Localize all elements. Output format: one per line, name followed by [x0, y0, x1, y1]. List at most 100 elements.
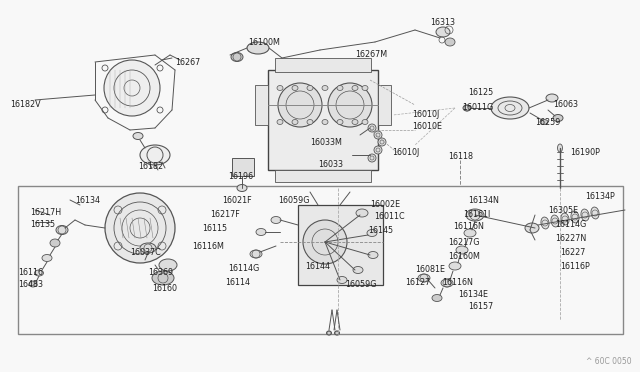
Ellipse shape	[352, 86, 358, 90]
Text: 16033: 16033	[318, 160, 343, 169]
Text: 16114G: 16114G	[555, 220, 586, 229]
Ellipse shape	[140, 243, 156, 253]
Text: 16190P: 16190P	[570, 148, 600, 157]
Text: 16059G: 16059G	[345, 280, 376, 289]
Text: 16100M: 16100M	[248, 38, 280, 47]
Text: 16160M: 16160M	[448, 252, 480, 261]
Ellipse shape	[322, 119, 328, 125]
Ellipse shape	[456, 246, 468, 254]
Ellipse shape	[546, 94, 558, 102]
Ellipse shape	[525, 223, 539, 233]
Text: 16161I: 16161I	[463, 210, 490, 219]
Ellipse shape	[491, 97, 529, 119]
Ellipse shape	[464, 229, 476, 237]
Text: 16369: 16369	[148, 268, 173, 277]
Circle shape	[303, 220, 347, 264]
Text: 16116N: 16116N	[453, 222, 484, 231]
Ellipse shape	[237, 185, 247, 192]
Text: 16182: 16182	[138, 162, 163, 171]
Text: 16134: 16134	[75, 196, 100, 205]
Ellipse shape	[441, 279, 453, 287]
Text: 16483: 16483	[18, 280, 43, 289]
Circle shape	[374, 131, 382, 139]
Bar	[268, 70, 378, 170]
Ellipse shape	[561, 213, 569, 225]
Ellipse shape	[571, 211, 579, 223]
Ellipse shape	[292, 119, 298, 125]
Text: 16021F: 16021F	[222, 196, 252, 205]
Text: 16116M: 16116M	[192, 242, 224, 251]
Text: 16144: 16144	[305, 262, 330, 271]
Ellipse shape	[432, 295, 442, 301]
Text: 16011C: 16011C	[374, 212, 404, 221]
Ellipse shape	[337, 276, 347, 283]
Ellipse shape	[271, 217, 281, 224]
Bar	[275, 58, 371, 72]
Ellipse shape	[368, 251, 378, 259]
Text: 16134E: 16134E	[458, 290, 488, 299]
Ellipse shape	[42, 254, 52, 262]
Text: ^ 60C 0050: ^ 60C 0050	[586, 357, 632, 366]
Text: 16217F: 16217F	[210, 210, 240, 219]
Text: 16313: 16313	[430, 18, 455, 27]
Text: 16227: 16227	[560, 248, 586, 257]
Bar	[232, 158, 254, 176]
Text: 16217G: 16217G	[448, 238, 479, 247]
Ellipse shape	[337, 86, 343, 90]
Text: 16116: 16116	[18, 268, 43, 277]
Ellipse shape	[56, 225, 68, 234]
Ellipse shape	[591, 207, 599, 219]
Ellipse shape	[133, 132, 143, 140]
Ellipse shape	[337, 119, 343, 125]
Circle shape	[378, 138, 386, 146]
Text: 16227N: 16227N	[555, 234, 586, 243]
Text: 16267M: 16267M	[355, 50, 387, 59]
Ellipse shape	[140, 145, 170, 165]
Text: 16196: 16196	[228, 172, 253, 181]
Ellipse shape	[540, 119, 548, 125]
Ellipse shape	[335, 331, 339, 335]
Ellipse shape	[152, 271, 174, 285]
Text: 16033M: 16033M	[310, 138, 342, 147]
Ellipse shape	[159, 259, 177, 271]
Text: 16081E: 16081E	[415, 265, 445, 274]
Ellipse shape	[307, 86, 313, 90]
Bar	[275, 170, 371, 182]
Ellipse shape	[277, 86, 283, 90]
Text: 16259: 16259	[535, 118, 561, 127]
Text: 16010E: 16010E	[412, 122, 442, 131]
Ellipse shape	[449, 262, 461, 270]
Ellipse shape	[50, 239, 60, 247]
Text: 16182V: 16182V	[10, 100, 40, 109]
Text: 16010J: 16010J	[412, 110, 439, 119]
Ellipse shape	[463, 105, 471, 111]
Bar	[255, 85, 268, 125]
Ellipse shape	[29, 281, 37, 287]
Ellipse shape	[436, 27, 450, 37]
Text: 16305E: 16305E	[548, 206, 578, 215]
Ellipse shape	[367, 230, 377, 237]
Text: 16157: 16157	[468, 302, 493, 311]
Ellipse shape	[307, 119, 313, 125]
Text: 16011G: 16011G	[462, 103, 493, 112]
Ellipse shape	[418, 274, 430, 282]
Text: 16118: 16118	[448, 152, 473, 161]
Ellipse shape	[362, 119, 368, 125]
Bar	[18, 186, 623, 334]
Text: 16160: 16160	[152, 284, 177, 293]
Circle shape	[104, 60, 160, 116]
Ellipse shape	[445, 38, 455, 46]
Circle shape	[374, 146, 382, 154]
Circle shape	[328, 83, 372, 127]
Ellipse shape	[35, 270, 44, 276]
Ellipse shape	[322, 86, 328, 90]
Ellipse shape	[581, 209, 589, 221]
Ellipse shape	[353, 266, 363, 273]
Ellipse shape	[541, 217, 549, 229]
Text: 16127: 16127	[405, 278, 430, 287]
Text: 16114: 16114	[225, 278, 250, 287]
Circle shape	[278, 83, 322, 127]
Text: 16134N: 16134N	[468, 196, 499, 205]
Text: 16114G: 16114G	[228, 264, 259, 273]
Text: 16010J: 16010J	[392, 148, 419, 157]
